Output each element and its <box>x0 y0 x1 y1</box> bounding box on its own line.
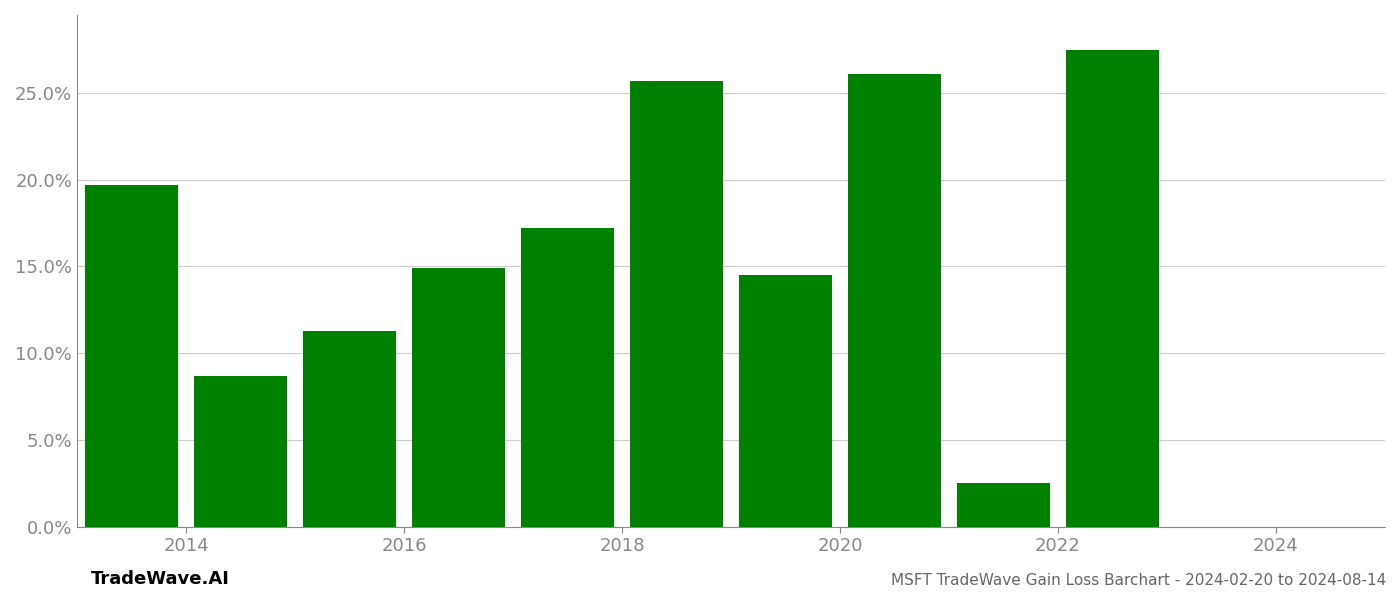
Bar <box>958 483 1050 527</box>
Text: TradeWave.AI: TradeWave.AI <box>91 570 230 588</box>
Bar <box>521 229 613 527</box>
Bar <box>412 268 505 527</box>
Bar <box>848 74 941 527</box>
Bar <box>1067 50 1159 527</box>
Bar <box>85 185 178 527</box>
Bar <box>739 275 832 527</box>
Text: MSFT TradeWave Gain Loss Barchart - 2024-02-20 to 2024-08-14: MSFT TradeWave Gain Loss Barchart - 2024… <box>890 573 1386 588</box>
Bar <box>630 81 722 527</box>
Bar <box>195 376 287 527</box>
Bar <box>304 331 396 527</box>
